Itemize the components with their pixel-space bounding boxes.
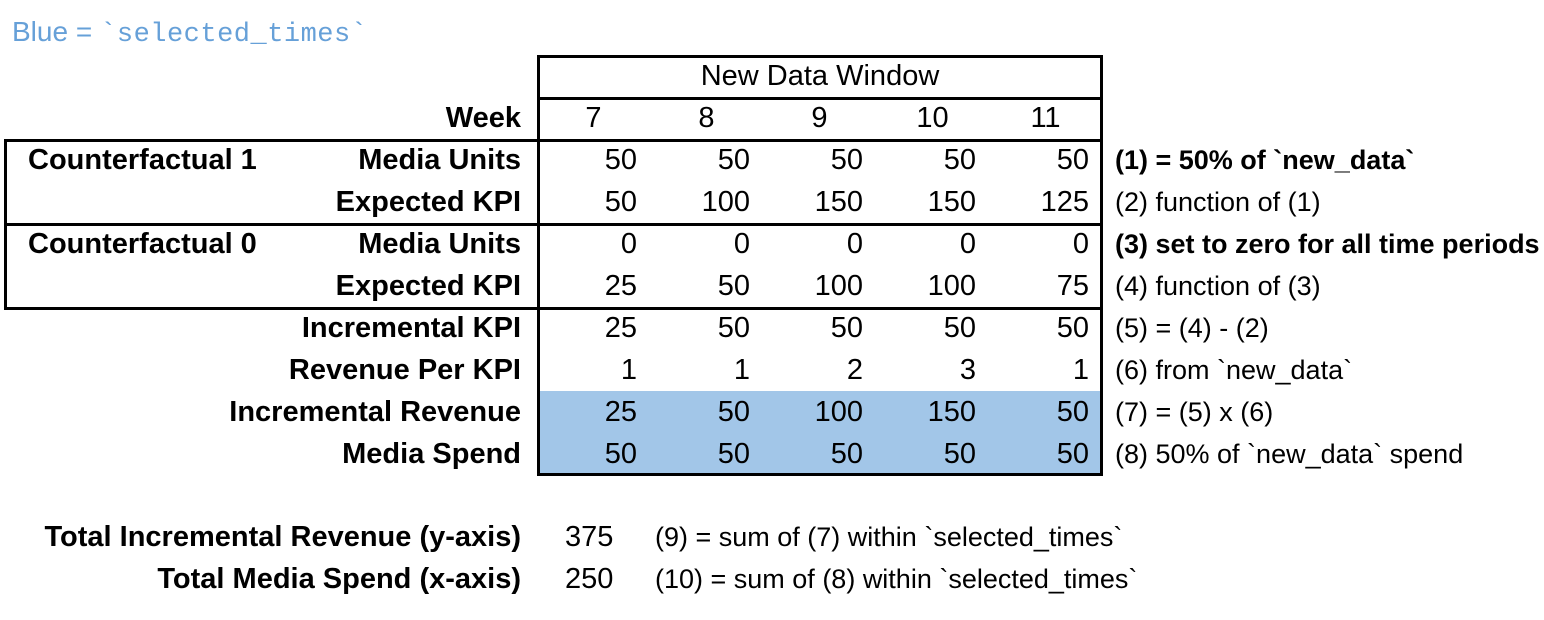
cell: 50 — [717, 438, 750, 470]
week-cell: 11 — [1030, 102, 1061, 134]
cell: 50 — [830, 438, 863, 470]
cell: 50 — [1056, 396, 1089, 428]
cell: 0 — [620, 228, 637, 260]
selected-times-highlight — [540, 391, 1100, 473]
cell: 50 — [604, 186, 637, 218]
cell: 0 — [846, 228, 863, 260]
cell: 0 — [1072, 228, 1089, 260]
week-label: Week — [445, 102, 521, 134]
row-note: (2) function of (1) — [1115, 187, 1321, 217]
row-label: Media Spend — [342, 438, 521, 470]
total-label: Total Incremental Revenue (y-axis) — [44, 521, 521, 553]
total-value: 375 — [565, 521, 614, 553]
row-label: Expected KPI — [335, 270, 521, 302]
cell: 100 — [927, 270, 976, 302]
total-label: Total Media Spend (x-axis) — [157, 563, 521, 595]
cell: 0 — [733, 228, 750, 260]
cell: 50 — [604, 438, 637, 470]
cell: 50 — [717, 270, 750, 302]
cell: 125 — [1040, 186, 1089, 218]
table-header-new-data-window: New Data Window — [700, 60, 940, 92]
row-label: Media Units — [358, 144, 521, 176]
row-note: (8) 50% of `new_data` spend — [1115, 439, 1464, 469]
table-row-incremental-kpi: Incremental KPI 25 50 50 50 50 (5) = (4)… — [0, 307, 1544, 349]
cell: 150 — [927, 186, 976, 218]
cell: 75 — [1056, 270, 1089, 302]
cell: 3 — [959, 354, 976, 386]
cell: 50 — [830, 144, 863, 176]
week-row: Week 7 8 9 10 11 — [0, 97, 1544, 139]
total-media-spend-row: Total Media Spend (x-axis) 250 (10) = su… — [0, 558, 1544, 600]
cell: 50 — [943, 312, 976, 344]
row-note: (6) from `new_data` — [1115, 355, 1353, 385]
table-row-revenue-per-kpi: Revenue Per KPI 1 1 2 3 1 (6) from `new_… — [0, 349, 1544, 391]
week-cell: 7 — [585, 102, 602, 134]
row-label: Incremental Revenue — [229, 396, 521, 428]
table-row-expected-kpi-cf0: Expected KPI 25 50 100 100 75 (4) functi… — [0, 265, 1544, 307]
cell: 50 — [717, 312, 750, 344]
row-note: (7) = (5) x (6) — [1115, 397, 1274, 427]
cell: 50 — [1056, 438, 1089, 470]
row-note: (1) = 50% of `new_data` — [1115, 145, 1415, 175]
cell: 100 — [814, 396, 863, 428]
cell: 50 — [717, 396, 750, 428]
row-label: Media Units — [358, 228, 521, 260]
table-row-media-units-cf0: Media Units 0 0 0 0 0 (3) set to zero fo… — [0, 223, 1544, 265]
table-row-incremental-revenue: Incremental Revenue 25 50 100 150 50 (7)… — [0, 391, 1544, 433]
cell: 150 — [814, 186, 863, 218]
row-label: Expected KPI — [335, 186, 521, 218]
week-cell: 8 — [698, 102, 715, 134]
total-note: (10) = sum of (8) within `selected_times… — [655, 564, 1138, 594]
cell: 25 — [604, 312, 637, 344]
row-label: Revenue Per KPI — [288, 354, 521, 386]
cell: 50 — [1056, 312, 1089, 344]
cell: 1 — [620, 354, 637, 386]
cell: 50 — [830, 312, 863, 344]
cell: 50 — [717, 144, 750, 176]
group-label-counterfactual-1: Counterfactual 1 — [28, 144, 257, 176]
legend-code: `selected_times` — [100, 20, 368, 50]
total-note: (9) = sum of (7) within `selected_times` — [655, 522, 1123, 552]
week-cell: 10 — [916, 102, 949, 134]
cell: 50 — [943, 144, 976, 176]
week-cell: 9 — [811, 102, 828, 134]
row-note: (3) set to zero for all time periods — [1115, 229, 1540, 259]
cell: 25 — [604, 396, 637, 428]
row-note: (5) = (4) - (2) — [1115, 313, 1269, 343]
row-note: (4) function of (3) — [1115, 271, 1321, 301]
counterfactual-table: New Data Window Week 7 8 9 10 11 Counter… — [0, 55, 1544, 479]
legend-prefix: Blue = — [12, 16, 93, 47]
table-row-media-spend: Media Spend 50 50 50 50 50 (8) 50% of `n… — [0, 433, 1544, 475]
cell: 150 — [927, 396, 976, 428]
cell: 0 — [959, 228, 976, 260]
total-value: 250 — [565, 563, 614, 595]
cell: 50 — [604, 144, 637, 176]
legend: Blue = `selected_times` — [12, 14, 367, 50]
cell: 100 — [814, 270, 863, 302]
cell: 50 — [1056, 144, 1089, 176]
cell: 25 — [604, 270, 637, 302]
total-incremental-revenue-row: Total Incremental Revenue (y-axis) 375 (… — [0, 516, 1544, 558]
row-label: Incremental KPI — [301, 312, 521, 344]
table-row-media-units-cf1: Media Units 50 50 50 50 50 (1) = 50% of … — [0, 139, 1544, 181]
cell: 50 — [943, 438, 976, 470]
cell: 2 — [846, 354, 863, 386]
cell: 1 — [1072, 354, 1089, 386]
table-row-expected-kpi-cf1: Expected KPI 50 100 150 150 125 (2) func… — [0, 181, 1544, 223]
cell: 100 — [701, 186, 750, 218]
group-label-counterfactual-0: Counterfactual 0 — [28, 228, 257, 260]
cell: 1 — [733, 354, 750, 386]
